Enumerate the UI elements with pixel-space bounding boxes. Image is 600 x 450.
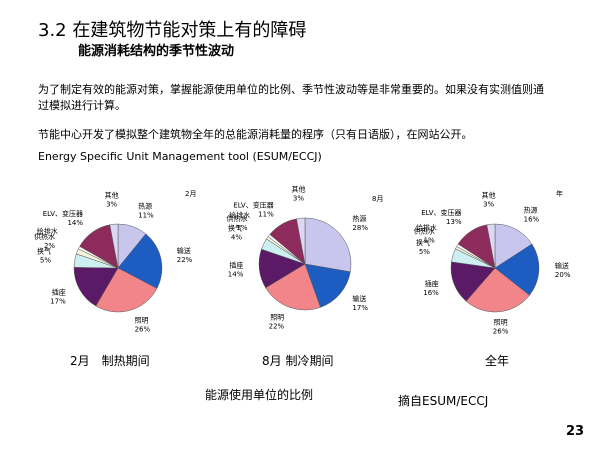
paragraph: 节能中心开发了模拟整个建筑物全年的总能源消耗量的程序（只有日语版），在网站公开。 — [38, 128, 473, 141]
pie-slice — [304, 217, 352, 273]
value-label: 3% — [293, 194, 304, 202]
value-label: 28% — [352, 224, 368, 232]
pie-slice — [304, 263, 351, 308]
pie-slice — [117, 233, 163, 289]
value-label: 1% — [236, 224, 247, 232]
slice-label: ELV、变压器 — [43, 209, 83, 218]
slice-label: 插座 — [52, 287, 66, 296]
value-label: 2% — [44, 242, 55, 250]
slice-label: 热源 — [352, 214, 366, 223]
slice-label: 其他 — [482, 190, 496, 199]
slice-label: 换气 — [416, 238, 430, 247]
slice-label: 输送 — [352, 294, 366, 303]
caption: 2月 制热期间 — [70, 354, 150, 368]
slice-label: 换气 — [228, 223, 242, 232]
value-label: 17% — [352, 304, 368, 312]
title: 3.2 在建筑物节能对策上有的障碍 — [38, 20, 307, 41]
caption: 全年 — [485, 354, 510, 368]
value-label: 5% — [40, 256, 51, 264]
paragraph: 为了制定有效的能源对策，掌握能源使用单位的比例、季节性波动等是非常重要的。如果没… — [38, 83, 544, 112]
value-label: 4% — [231, 233, 242, 241]
page-number: 23 — [566, 424, 585, 439]
slice-label: 给排水 — [37, 226, 58, 235]
value-label: 26% — [493, 328, 509, 336]
slice-label: 供热水 — [414, 226, 435, 235]
slice-label: 插座 — [425, 279, 439, 288]
value-label: 11% — [138, 211, 154, 219]
slice-label: 换气 — [37, 246, 51, 255]
pie-slice — [494, 243, 540, 296]
pie-slice — [486, 223, 496, 269]
slice-label: 热源 — [524, 205, 538, 214]
value-label: 13% — [446, 218, 462, 226]
pie-slice — [95, 267, 158, 313]
pie-slice — [296, 217, 306, 265]
chart-title: 8月 — [372, 195, 383, 203]
slice-label: 输送 — [555, 261, 569, 270]
value-label: 16% — [423, 289, 439, 297]
slice-label: 照明 — [135, 317, 149, 325]
value-label: 20% — [555, 271, 571, 279]
value-label: 14% — [67, 219, 83, 227]
chart-title: 2月 — [185, 190, 196, 198]
slice-label: 其他 — [105, 190, 119, 199]
slice-label: ELV、变压器 — [233, 200, 273, 209]
value-label: 22% — [177, 256, 193, 264]
subtitle: 能源消耗结构的季节性波动 — [78, 44, 235, 59]
slice-label: 照明 — [494, 319, 508, 327]
slice-label: 供热水 — [34, 232, 55, 241]
slice-label: ELV、变压器 — [421, 208, 461, 217]
slice-label: 热源 — [138, 201, 152, 210]
value-label: 22% — [269, 322, 285, 330]
pie-slice — [265, 263, 321, 311]
pie-slice — [465, 267, 530, 313]
value-label: 14% — [228, 271, 244, 279]
pie-slice — [109, 223, 119, 269]
slice-label: 插座 — [229, 261, 243, 270]
slice-label: 给排水 — [229, 211, 250, 220]
caption: 8月 制冷期间 — [262, 354, 334, 368]
value-label: 11% — [258, 210, 274, 218]
slice-label: 其他 — [291, 184, 305, 193]
value-label: 16% — [524, 215, 540, 223]
figure-caption: 能源使用单位的比例 — [205, 388, 314, 402]
source: 摘自ESUM/ECCJ — [398, 394, 489, 408]
value-label: 3% — [483, 200, 494, 208]
slice-label: 输送 — [177, 246, 191, 255]
value-label: 1% — [424, 236, 435, 244]
slice-label: 给排水 — [416, 223, 437, 232]
value-label: 26% — [135, 326, 151, 334]
value-label: 3% — [106, 200, 117, 208]
slice-label: 照明 — [270, 313, 284, 321]
pie-slice — [73, 267, 119, 307]
value-label: 17% — [50, 297, 66, 305]
chart-title: 年 — [556, 189, 563, 198]
value-label: 5% — [419, 248, 430, 256]
paragraph: Energy Specific Unit Management tool (ES… — [38, 150, 322, 163]
slice-label: 供热水 — [226, 214, 247, 223]
